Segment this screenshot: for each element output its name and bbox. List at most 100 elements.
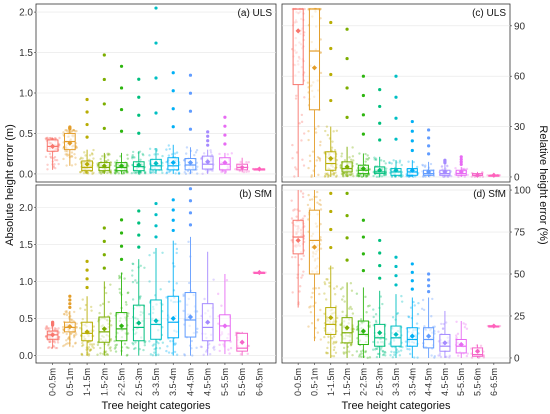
data-point (99, 352, 102, 355)
x-tick-label: 3.5-4m (407, 368, 417, 396)
mean-marker (409, 167, 415, 173)
data-point (218, 343, 221, 347)
data-point (307, 138, 310, 142)
mean-marker (311, 244, 318, 250)
data-point (310, 296, 313, 299)
data-point (340, 172, 344, 176)
data-point (126, 353, 129, 357)
x-tick-label: 1.5-2m (99, 368, 109, 396)
data-point (228, 352, 231, 355)
data-point (444, 321, 448, 324)
data-point (55, 159, 59, 162)
data-point (446, 175, 450, 179)
data-point (46, 163, 49, 167)
outlier-point (223, 124, 227, 128)
data-point (358, 174, 361, 177)
box (308, 209, 321, 275)
data-point (57, 335, 61, 339)
data-point (358, 152, 361, 155)
outlier-point (171, 89, 175, 93)
data-point (456, 354, 460, 357)
data-point (324, 129, 327, 133)
outlier-point (361, 269, 365, 273)
data-point (307, 325, 310, 328)
data-point (330, 337, 334, 340)
data-point (462, 322, 465, 325)
outlier-point (378, 88, 382, 92)
data-point (203, 297, 206, 301)
outlier-point (206, 143, 210, 147)
data-point (319, 203, 322, 207)
outlier-point (410, 279, 414, 283)
mean-marker (118, 323, 125, 329)
mean-marker (101, 163, 107, 169)
data-point (364, 295, 367, 299)
right-axis-title: Relative height error (%) (537, 125, 549, 244)
data-point (151, 344, 155, 347)
data-point (361, 175, 364, 179)
data-point (352, 174, 355, 178)
outlier-point (410, 119, 414, 124)
data-point (336, 316, 339, 320)
data-point (65, 332, 68, 336)
data-point (367, 173, 371, 176)
data-point (81, 298, 84, 301)
data-point (174, 242, 177, 246)
mean-marker (344, 325, 350, 331)
outlier-point (206, 134, 210, 138)
data-point (383, 173, 386, 176)
data-point (332, 355, 336, 358)
mean-marker (491, 172, 497, 178)
data-point (465, 327, 469, 330)
data-point (245, 160, 248, 164)
data-point (446, 165, 449, 168)
data-point (65, 313, 69, 317)
data-point (109, 349, 112, 352)
data-point (48, 327, 51, 330)
data-point (165, 160, 168, 164)
data-point (142, 153, 145, 157)
data-point (358, 353, 362, 356)
data-point (340, 152, 344, 155)
data-point (177, 172, 181, 175)
outlier-point (102, 226, 106, 230)
data-point (126, 157, 130, 160)
data-point (445, 164, 449, 167)
data-point (54, 137, 57, 140)
data-point (364, 152, 367, 156)
mean-marker (239, 164, 245, 171)
data-point (161, 171, 164, 175)
data-point (149, 353, 153, 356)
data-point (46, 136, 49, 140)
data-point (50, 137, 53, 140)
left-axis-title: Absolute height error (m) (4, 124, 16, 246)
data-point (389, 354, 392, 357)
outlier-point (119, 257, 124, 261)
data-point (455, 320, 458, 323)
outlier-point (85, 277, 89, 281)
data-point (447, 175, 450, 178)
outlier-point (171, 228, 175, 233)
data-point (366, 158, 370, 161)
data-point (101, 302, 105, 306)
data-point (74, 130, 77, 133)
mean-marker (426, 333, 432, 339)
outlier-point (410, 139, 414, 143)
data-point (182, 293, 185, 296)
outlier-point (223, 115, 227, 119)
outlier-point (427, 284, 431, 288)
data-point (315, 159, 319, 162)
outlier-point (329, 209, 333, 214)
data-point (70, 151, 74, 154)
outlier-point (394, 264, 398, 269)
data-point (350, 158, 353, 161)
outlier-point (171, 218, 175, 222)
data-point (454, 167, 457, 170)
data-point (463, 175, 466, 178)
data-point (301, 192, 305, 195)
data-point (308, 306, 311, 309)
data-point (301, 274, 304, 277)
data-point (61, 325, 65, 329)
outlier-point (154, 76, 158, 80)
data-point (153, 153, 156, 156)
